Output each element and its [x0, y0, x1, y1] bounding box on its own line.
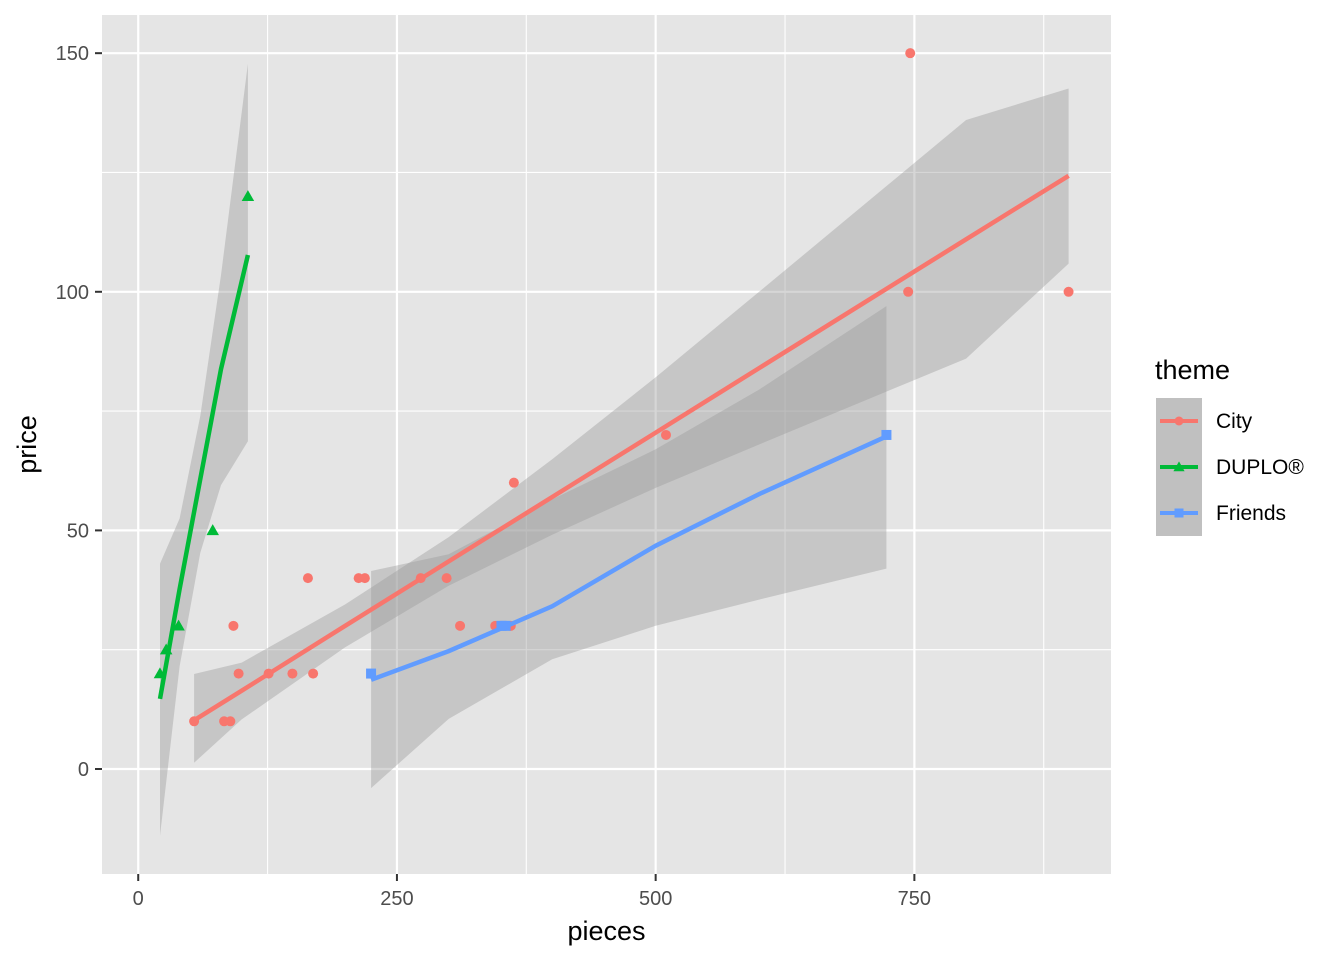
legend-key-marker [1173, 461, 1185, 472]
point-city [905, 48, 916, 59]
legend-label-city: City [1216, 410, 1253, 433]
y-tick-label: 100 [56, 282, 89, 304]
point-city [661, 429, 672, 440]
major-gridlines [102, 15, 1111, 874]
fit-line-duplo [157, 254, 251, 700]
point-city [287, 668, 298, 679]
fit-lines [157, 173, 1070, 723]
x-tick-label: 750 [898, 888, 931, 910]
legend-title: theme [1155, 355, 1230, 385]
legend-label-friends: Friends [1216, 502, 1286, 525]
point-friends [366, 668, 377, 679]
point-city [1063, 286, 1074, 297]
y-tick-label: 0 [78, 759, 89, 781]
point-city [308, 668, 319, 679]
y-tick-label: 50 [67, 520, 89, 542]
plot-panel [102, 15, 1111, 874]
legend: theme City DUPLO® Friends [1155, 355, 1304, 536]
confidence-ribbon-friends [371, 306, 887, 789]
point-city [233, 668, 244, 679]
point-duplo [241, 190, 255, 202]
point-city [441, 573, 452, 584]
legend-key-marker [1174, 416, 1184, 426]
point-friends [881, 429, 892, 440]
point-duplo [172, 619, 185, 631]
fit-line-friends [370, 434, 888, 682]
data-points [153, 48, 1074, 727]
x-tick-label: 500 [639, 888, 672, 910]
point-duplo [206, 524, 219, 536]
point-city [508, 477, 519, 488]
y-axis-title: price [12, 415, 42, 474]
point-city [302, 573, 313, 584]
point-city [903, 286, 914, 297]
point-city [225, 716, 236, 727]
minor-gridlines [102, 15, 1111, 874]
x-axis: 0 250 500 750 [133, 874, 931, 910]
x-tick-label: 0 [133, 888, 144, 910]
x-tick-label: 250 [380, 888, 413, 910]
confidence-ribbon-city [194, 88, 1069, 763]
point-city [359, 573, 370, 584]
x-axis-title: pieces [567, 916, 645, 946]
y-tick-label: 150 [56, 43, 89, 65]
fit-line-city [192, 173, 1070, 723]
y-axis: 0 50 100 150 [56, 43, 102, 781]
point-city [228, 620, 239, 631]
legend-label-duplo: DUPLO® [1216, 456, 1304, 479]
legend-key-marker [1174, 508, 1184, 518]
point-city [455, 620, 466, 631]
